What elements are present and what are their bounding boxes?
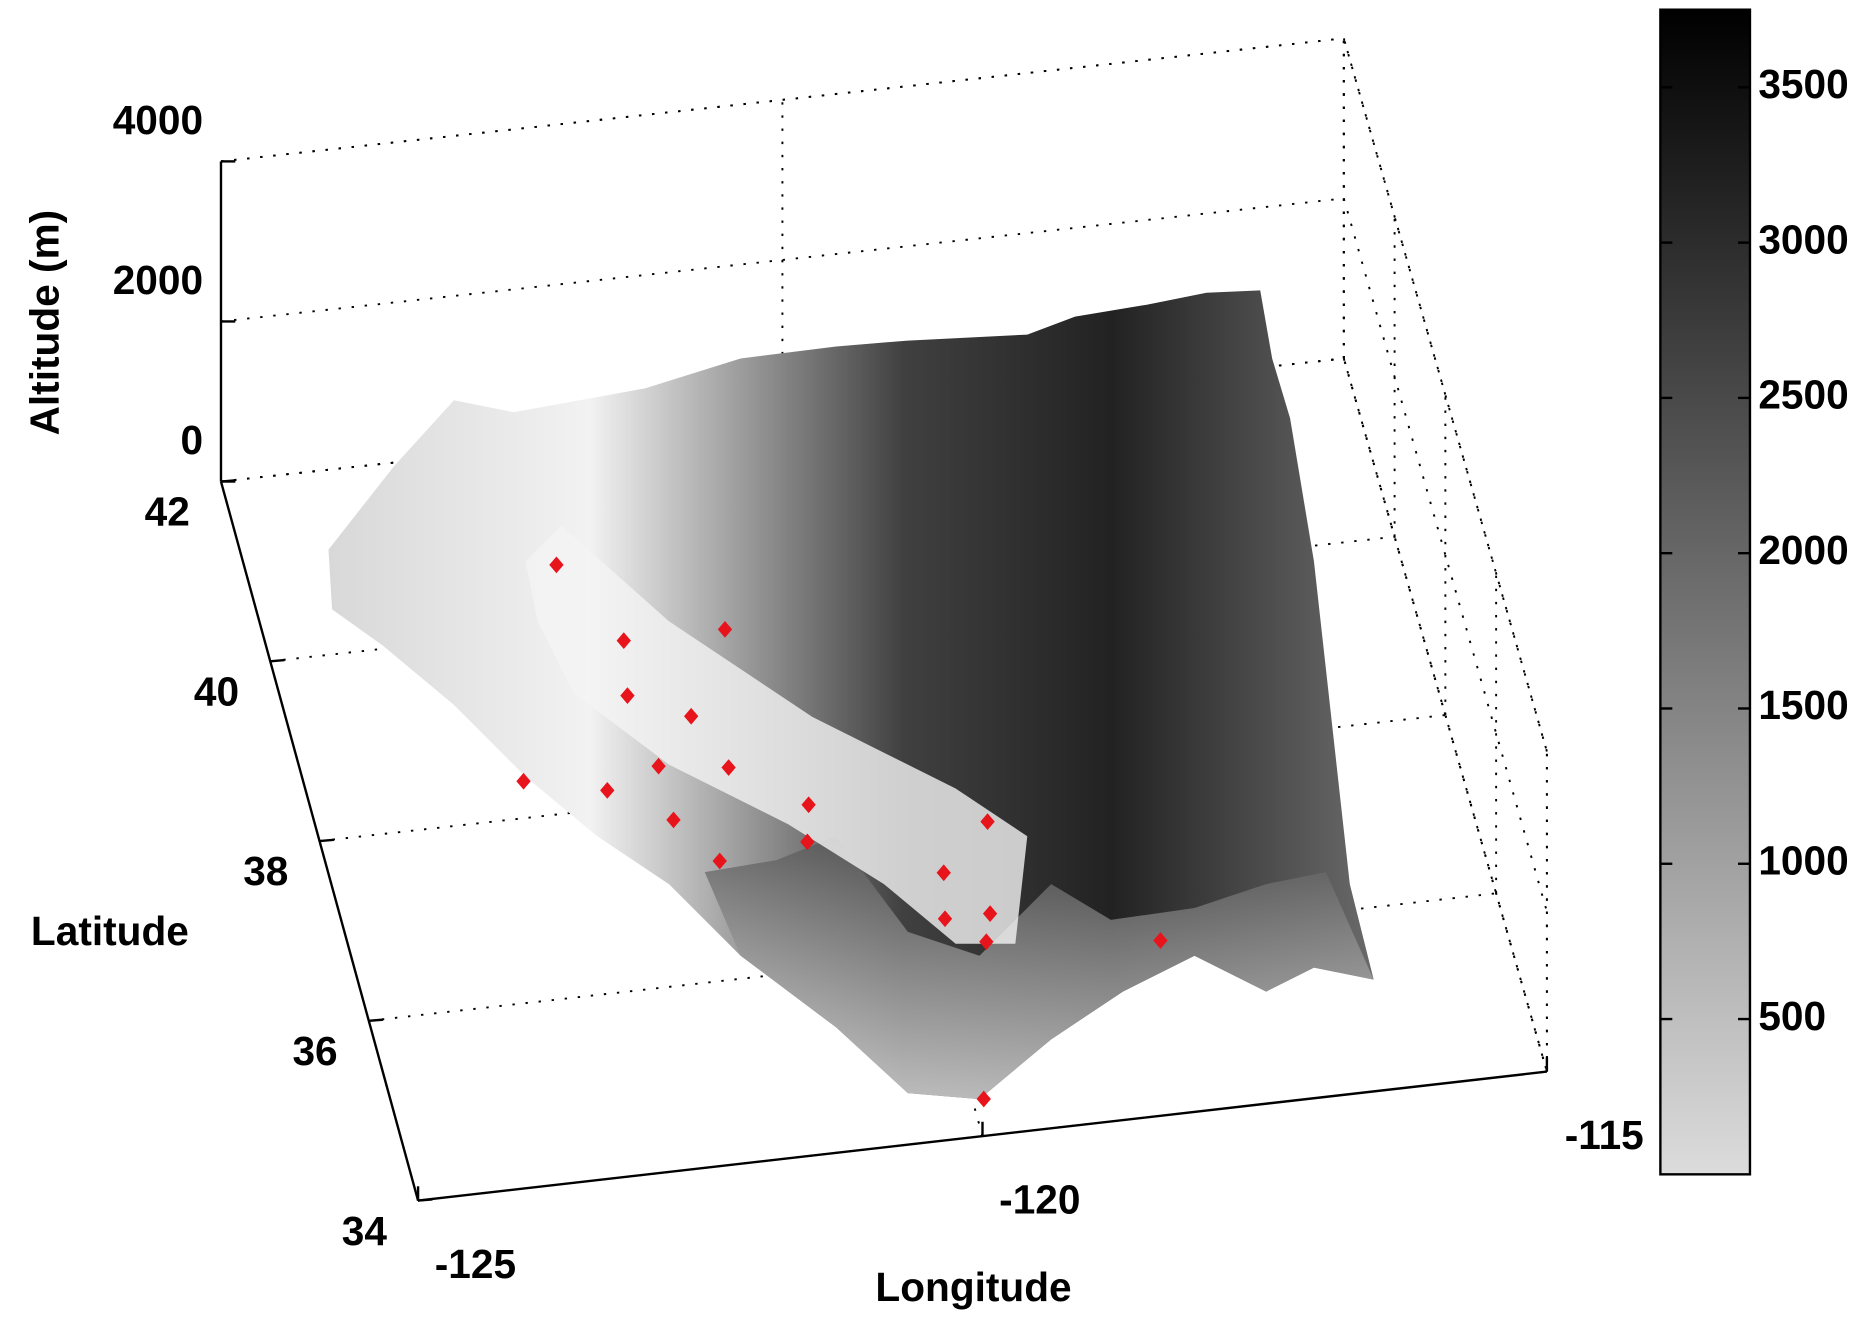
colorbar-tick-label: 3000 — [1758, 216, 1848, 262]
station-point — [666, 811, 681, 829]
axes: 34 36 38 40 42 -125 -120 -115 0 2000 4000 — [113, 97, 1644, 1287]
grid-line — [1342, 358, 1548, 1072]
station-point — [936, 864, 951, 882]
colorbar-tick-label: 2500 — [1758, 372, 1848, 418]
box-edge — [1342, 38, 1548, 752]
colorbar — [1659, 8, 1752, 1176]
x-axis — [417, 1070, 1548, 1202]
station-point — [1153, 932, 1168, 949]
station-point — [982, 905, 998, 923]
station-point — [976, 1090, 991, 1108]
z-tick-label: 2000 — [113, 257, 203, 303]
station-point — [549, 556, 564, 574]
grid-line — [1342, 38, 1548, 752]
terrain-front — [704, 836, 1374, 1100]
y-tick — [368, 1018, 384, 1023]
station-point — [980, 813, 995, 831]
colorbar-tick-label: 2000 — [1758, 527, 1848, 573]
y-axis — [219, 481, 420, 1201]
y-tick-label: 38 — [243, 848, 288, 894]
colorbar-ticks: 500 1000 1500 2000 2500 3000 3500 — [1660, 61, 1849, 1039]
colorbar-tick-label: 1000 — [1758, 837, 1848, 883]
station-point — [801, 796, 816, 814]
y-tick-label: 42 — [145, 489, 190, 535]
y-axis-label: Latitude — [31, 908, 189, 954]
x-tick-label: -120 — [999, 1177, 1080, 1223]
x-tick-label: -125 — [435, 1241, 516, 1287]
station-point — [620, 687, 635, 705]
y-tick-label: 34 — [342, 1208, 388, 1254]
grid-line — [1342, 198, 1548, 912]
colorbar-tick-label: 1500 — [1758, 682, 1848, 728]
x-tick-label: -115 — [1565, 1112, 1644, 1158]
y-tick — [270, 658, 285, 663]
grid-line — [1342, 358, 1548, 1072]
z-tick-label: 4000 — [113, 97, 203, 143]
station-point — [721, 759, 736, 776]
z-axis-label: Altitude (m) — [22, 210, 68, 436]
station-point — [979, 933, 994, 951]
station-point — [712, 852, 727, 870]
terrain-valley — [525, 525, 1028, 944]
station-point — [616, 632, 631, 649]
z-tick-label: 0 — [180, 417, 203, 463]
y-tick — [319, 838, 334, 843]
x-axis-label: Longitude — [875, 1264, 1071, 1310]
station-point — [937, 910, 953, 928]
terrain-surface — [328, 290, 1374, 1100]
colorbar-tick-label: 3500 — [1758, 61, 1848, 107]
y-tick-label: 36 — [292, 1028, 337, 1074]
colorbar-tick-label: 500 — [1758, 993, 1826, 1039]
y-tick-label: 40 — [194, 668, 239, 714]
station-point — [800, 833, 815, 851]
